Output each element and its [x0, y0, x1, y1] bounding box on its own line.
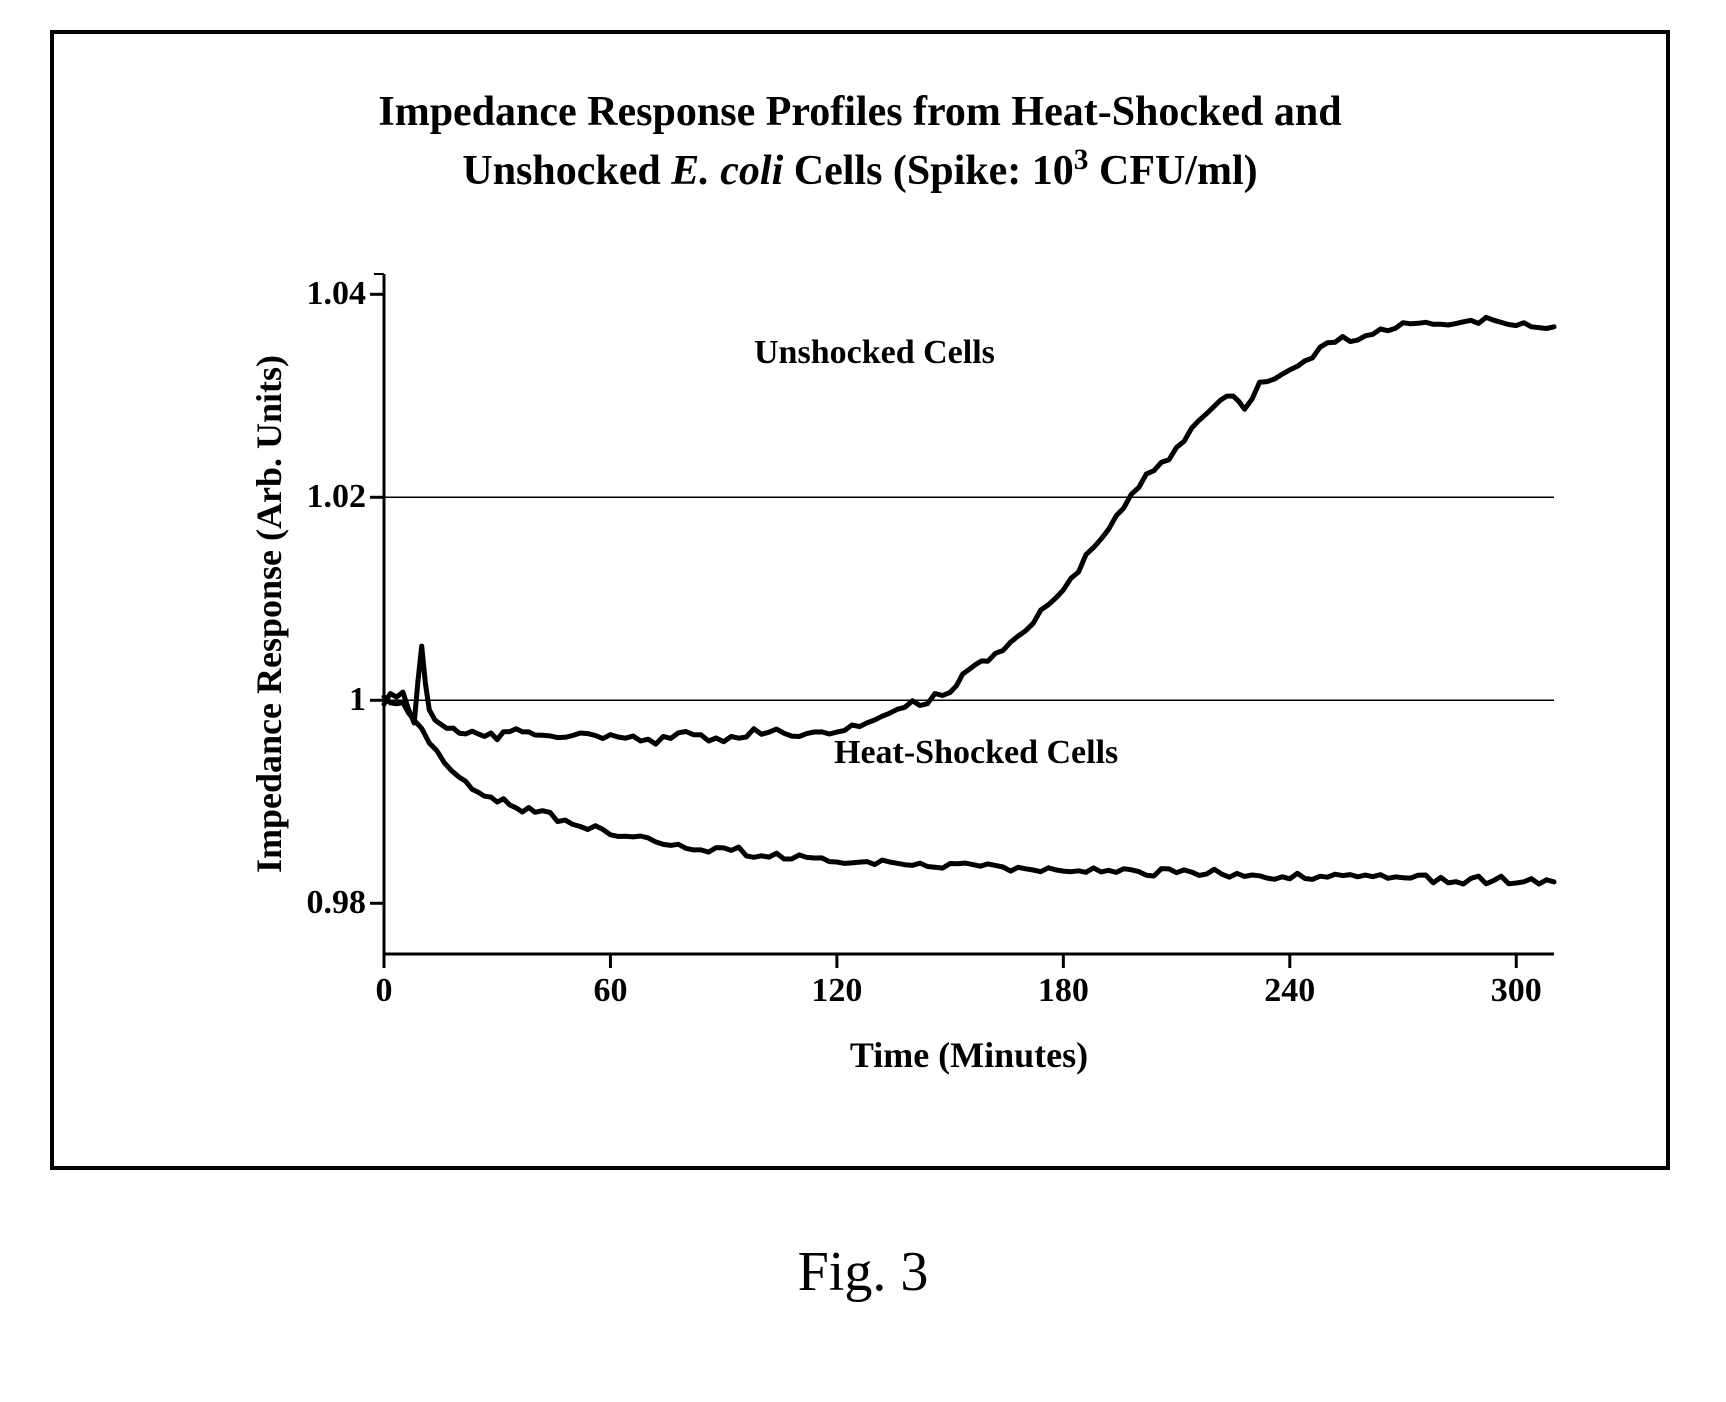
x-tick-label: 240: [1240, 972, 1340, 1010]
x-tick-label: 300: [1466, 972, 1566, 1010]
y-tick-label: 1: [246, 681, 366, 719]
y-axis-label: Impedance Response (Arb. Units): [244, 274, 294, 954]
y-tick-label: 1.02: [246, 478, 366, 516]
x-tick-label: 60: [560, 972, 660, 1010]
x-tick-label: 120: [787, 972, 887, 1010]
series-label: Unshocked Cells: [754, 334, 995, 372]
title-line-1: Impedance Response Profiles from Heat-Sh…: [378, 89, 1341, 135]
x-tick-label: 0: [334, 972, 434, 1010]
y-tick-label: 0.98: [246, 884, 366, 922]
figure-frame: Impedance Response Profiles from Heat-Sh…: [50, 30, 1670, 1170]
series-label: Heat-Shocked Cells: [834, 734, 1118, 772]
title-line-2-post: CFU/ml): [1088, 148, 1257, 194]
title-line-2-mid: Cells (Spike: 10: [783, 148, 1074, 194]
x-axis-label: Time (Minutes): [384, 1034, 1554, 1076]
title-line-2-ital: E. coli: [671, 148, 783, 194]
title-line-2-sup: 3: [1074, 144, 1089, 176]
y-tick-label: 1.04: [246, 275, 366, 313]
figure-caption: Fig. 3: [0, 1240, 1726, 1304]
plot-svg: [384, 274, 1554, 954]
plot-area: [384, 274, 1554, 954]
chart-title: Impedance Response Profiles from Heat-Sh…: [54, 84, 1666, 199]
x-tick-label: 180: [1013, 972, 1113, 1010]
title-line-2-pre: Unshocked: [462, 148, 671, 194]
